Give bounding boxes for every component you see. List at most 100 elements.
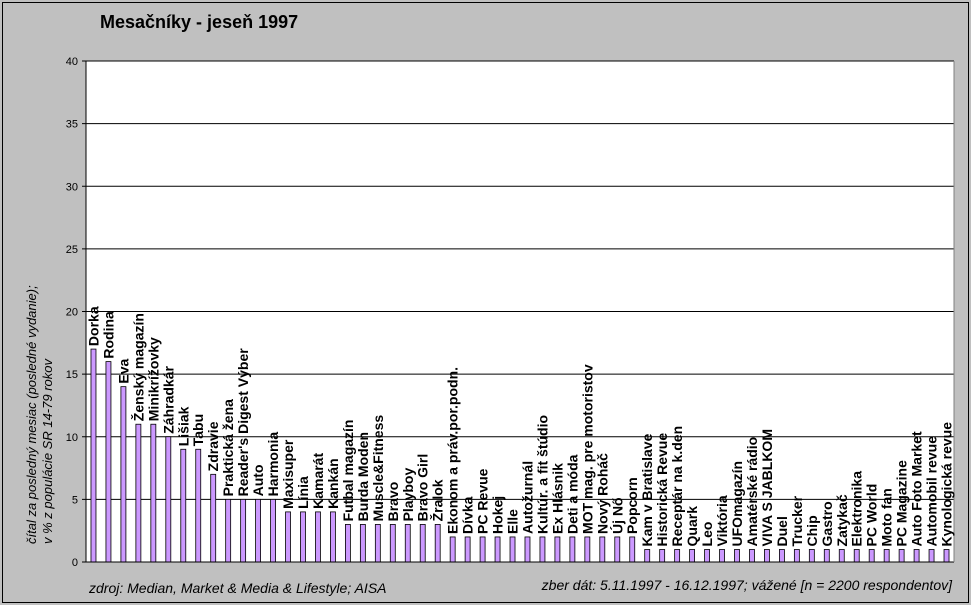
category-label: Historická Revue xyxy=(654,433,670,547)
bar xyxy=(434,524,441,563)
axes: 0 5 10 15 20 25 30 35 40 xyxy=(66,56,955,569)
bar xyxy=(270,498,276,563)
category-label: Auto Foto Market xyxy=(909,431,925,546)
category-label: Elle xyxy=(505,509,521,534)
bar xyxy=(419,524,426,563)
category-label: Futbal magazín xyxy=(340,420,356,522)
bar xyxy=(629,536,636,563)
y-tick-label: 20 xyxy=(66,307,78,319)
category-label: Reader's Digest Výber xyxy=(235,348,251,497)
bar xyxy=(240,498,247,563)
bar xyxy=(659,549,666,563)
bar xyxy=(704,549,710,563)
category-label: Bravo Girl xyxy=(415,454,431,522)
bar xyxy=(539,536,546,563)
bar xyxy=(554,536,561,563)
bar xyxy=(823,549,830,563)
bar xyxy=(374,524,381,563)
category-label: Zdravie xyxy=(205,421,221,471)
category-label: Receptár na k.den xyxy=(669,426,685,547)
category-label: Ex Hlásnik xyxy=(549,463,565,534)
bar xyxy=(883,549,890,563)
bar xyxy=(210,473,217,563)
category-label: Dívka xyxy=(460,496,476,534)
bar xyxy=(120,386,127,563)
category-label: Hokej xyxy=(490,496,506,534)
bar xyxy=(749,549,755,563)
category-label: Lišiak xyxy=(175,406,191,446)
bar xyxy=(180,448,187,563)
bar xyxy=(494,536,501,563)
category-label: Duel xyxy=(774,516,790,546)
category-label: Playboy xyxy=(400,468,416,522)
category-label: Maxisuper xyxy=(280,439,296,509)
category-label: PC World xyxy=(864,484,880,547)
category-label: Kamarát xyxy=(310,453,326,509)
bar xyxy=(479,536,486,563)
y-tick-label: 40 xyxy=(66,56,78,68)
bar xyxy=(838,549,845,563)
bar xyxy=(404,524,411,563)
bar xyxy=(330,511,336,563)
category-label: Gastro xyxy=(819,501,835,546)
bar xyxy=(734,549,740,563)
bar xyxy=(913,549,920,563)
bar xyxy=(150,423,157,563)
bar xyxy=(599,536,606,563)
category-label: Minikrížovky xyxy=(145,337,161,421)
bar xyxy=(584,536,591,563)
bar xyxy=(225,498,232,563)
category-label: Autožurnál xyxy=(519,461,535,534)
y-axis-label-line-1: čítal za posledný mesiac (posledné vydan… xyxy=(24,285,39,544)
category-label: Praktická žena xyxy=(220,399,236,496)
category-label: Žralok xyxy=(429,479,446,521)
bar xyxy=(779,549,785,563)
bar xyxy=(285,511,291,563)
gridlines xyxy=(86,60,954,562)
bar xyxy=(764,549,770,563)
category-label: Bravo xyxy=(385,482,401,522)
bar xyxy=(195,448,202,563)
category-label: Chip xyxy=(804,515,820,546)
category-label: UFOmagazín xyxy=(729,461,745,547)
category-label: Kam v Bratislave xyxy=(639,433,655,546)
bar xyxy=(868,549,875,563)
bar xyxy=(359,524,366,563)
category-label: Deti a móda xyxy=(564,454,580,534)
bars xyxy=(90,348,950,563)
bar xyxy=(674,549,681,563)
category-label: Új Nő xyxy=(608,497,625,534)
category-label: Leo xyxy=(699,522,715,547)
bar xyxy=(389,524,396,563)
bar xyxy=(315,511,321,563)
bar xyxy=(928,549,935,563)
bar xyxy=(300,511,306,563)
bar xyxy=(255,498,262,563)
category-label: Kankán xyxy=(325,458,341,509)
category-label: Kultúr. a fit štúdio xyxy=(534,415,550,534)
category-label: Quark xyxy=(684,506,700,547)
category-label: Rodina xyxy=(100,311,116,359)
y-tick-label: 5 xyxy=(72,494,78,506)
y-tick-label: 25 xyxy=(66,244,78,256)
bar xyxy=(464,536,471,563)
y-tick-label: 30 xyxy=(66,181,78,193)
category-label: Ženský magazín xyxy=(129,313,146,421)
category-label: Nový Roháč xyxy=(594,453,610,534)
y-tick-label: 15 xyxy=(66,369,78,381)
bar xyxy=(898,549,905,563)
category-label: Zatykač xyxy=(834,494,850,546)
category-label: Ekonom a práv.por.podn. xyxy=(445,367,461,534)
category-label: Popcorn xyxy=(624,477,640,534)
category-label: Záhradkár xyxy=(160,366,176,434)
collection-note: zber dát: 5.11.1997 - 16.12.1997; vážené… xyxy=(541,577,953,593)
category-label: Amatérské rádio xyxy=(744,437,760,547)
y-tick-label: 0 xyxy=(72,557,78,569)
bar xyxy=(165,436,172,563)
bar xyxy=(644,549,651,563)
source-note: zdroj: Median, Market & Media & Lifestyl… xyxy=(88,580,387,596)
bar xyxy=(569,536,576,563)
category-label: Línia xyxy=(295,476,311,509)
